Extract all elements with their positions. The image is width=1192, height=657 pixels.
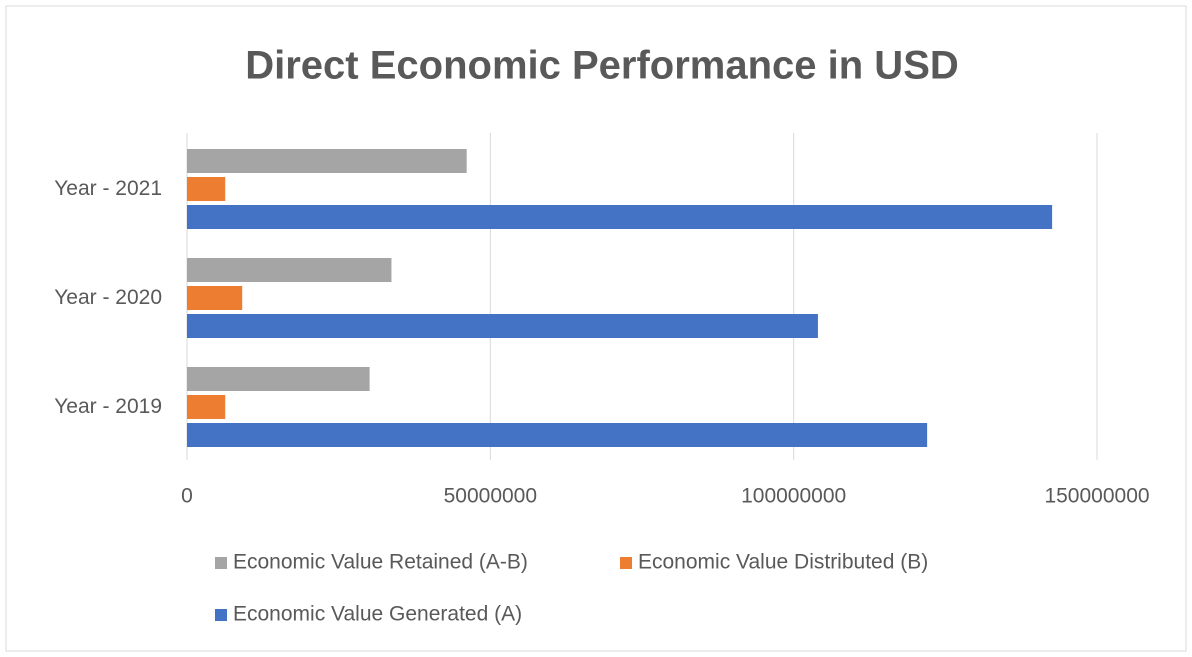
bar: [187, 258, 392, 282]
legend-swatch: [215, 609, 227, 621]
bar: [187, 423, 928, 447]
y-tick-label: Year - 2021: [54, 177, 162, 200]
legend-swatch: [620, 557, 632, 569]
bar: [187, 286, 243, 310]
legend-label: Economic Value Generated (A): [233, 603, 522, 626]
x-tick-label: 0: [181, 485, 193, 508]
legend-label: Economic Value Distributed (B): [638, 551, 928, 574]
bar: [187, 177, 226, 201]
bar: [187, 314, 818, 338]
legend-label: Economic Value Retained (A-B): [233, 551, 528, 574]
chart-title: Direct Economic Performance in USD: [245, 44, 959, 88]
x-tick-label: 100000000: [741, 485, 846, 508]
x-tick-label: 150000000: [1044, 485, 1149, 508]
bar: [187, 395, 226, 419]
bar: [187, 367, 370, 391]
bar: [187, 149, 467, 173]
bar: [187, 205, 1053, 229]
legend-swatch: [215, 557, 227, 569]
y-tick-label: Year - 2020: [54, 286, 162, 309]
y-tick-label: Year - 2019: [54, 395, 162, 418]
x-tick-label: 50000000: [444, 485, 537, 508]
